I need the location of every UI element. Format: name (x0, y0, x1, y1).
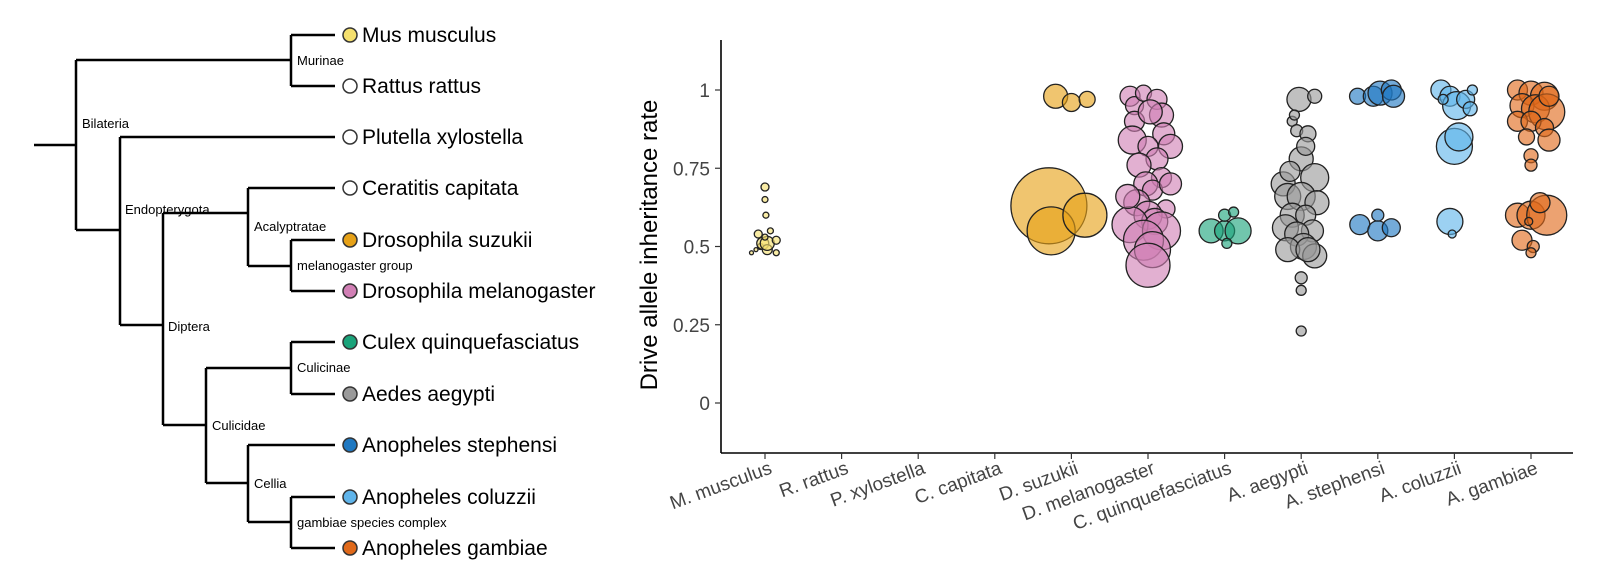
data-point (1227, 206, 1240, 218)
y-axis-ticks: 0 0.25 0.5 0.75 1 (673, 81, 721, 415)
data-point (771, 235, 781, 245)
data-point (1295, 325, 1307, 337)
data-point (1349, 213, 1371, 236)
clade-label-melanogaster-group: melanogaster group (297, 258, 413, 273)
data-point (1224, 217, 1252, 245)
species-dot-mus-musculus (342, 27, 358, 43)
species-dot-anopheles-coluzzii (342, 489, 358, 505)
clade-label-murinae: Murinae (297, 53, 344, 68)
species-dot-anopheles-gambiae (342, 540, 358, 556)
data-point (761, 233, 769, 241)
species-label-culex-quinquefasciatus: Culex quinquefasciatus (362, 331, 579, 354)
data-point (1221, 237, 1233, 250)
data-point (1286, 86, 1312, 113)
data-point (753, 246, 759, 253)
data-point (1115, 183, 1141, 210)
clade-label-culicidae: Culicidae (212, 418, 265, 433)
data-point (1447, 229, 1457, 239)
data-point (1307, 88, 1323, 104)
data-point (1524, 216, 1534, 227)
clade-label-endopterygota: Endopterygota (125, 202, 210, 217)
species-dot-drosophila-suzukii (342, 232, 358, 248)
data-point (753, 229, 763, 239)
species-label-rattus-rattus: Rattus rattus (362, 75, 481, 98)
species-dot-plutella-xylostella (342, 129, 358, 145)
species-dot-rattus-rattus (342, 78, 358, 94)
species-label-ceratitis-capitata: Ceratitis capitata (362, 177, 519, 200)
data-point (772, 249, 780, 257)
species-label-aedes-aegypti: Aedes aegypti (362, 383, 495, 406)
x-tick-label: M. musculus (667, 458, 774, 514)
y-tick-label: 0 (699, 394, 710, 415)
clade-label-bilateria: Bilateria (82, 116, 130, 131)
species-label-anopheles-stephensi: Anopheles stephensi (362, 434, 557, 457)
data-point (1538, 85, 1560, 107)
data-point (748, 250, 755, 256)
data-point (761, 195, 769, 204)
species-dot-culex-quinquefasciatus (342, 334, 358, 350)
data-point (1137, 99, 1163, 125)
y-tick-label: 1 (699, 81, 710, 102)
clade-label-cellia: Cellia (254, 476, 287, 491)
data-point (1381, 218, 1401, 238)
data-point (1537, 128, 1561, 152)
data-point (1524, 158, 1538, 172)
data-point (1158, 172, 1183, 196)
data-point (1381, 84, 1406, 108)
data-point (1525, 247, 1537, 259)
data-point (1371, 208, 1385, 222)
data-point (1061, 92, 1082, 113)
clade-label-culicinae: Culicinae (297, 360, 350, 375)
y-tick-label: 0.25 (673, 316, 710, 337)
species-dot-drosophila-melanogaster (342, 283, 358, 299)
data-point (1437, 93, 1449, 106)
phylogenetic-tree: Bilateria Murinae Endopterygota Diptera … (34, 24, 595, 560)
data-point (1078, 90, 1096, 109)
species-label-anopheles-gambiae: Anopheles gambiae (362, 537, 548, 560)
data-point (1125, 242, 1171, 288)
species-dot-aedes-aegypti (342, 386, 358, 402)
species-label-anopheles-coluzzii: Anopheles coluzzii (362, 486, 536, 509)
data-point (762, 211, 770, 219)
data-point (1062, 192, 1108, 238)
data-point (1529, 192, 1551, 214)
data-point (760, 182, 770, 192)
y-axis-label: Drive allele inheritance rate (636, 100, 663, 391)
species-dot-ceratitis-capitata (342, 180, 358, 196)
data-point (766, 227, 775, 235)
data-point (1517, 128, 1536, 146)
species-dot-anopheles-stephensi (342, 437, 358, 453)
data-point (1295, 236, 1321, 263)
y-tick-label: 0.75 (673, 159, 710, 180)
data-point (1462, 101, 1478, 117)
data-point (1294, 271, 1308, 285)
data-point (1444, 122, 1474, 152)
clade-label-diptera: Diptera (168, 319, 211, 334)
species-label-drosophila-melanogaster: Drosophila melanogaster (362, 280, 595, 303)
species-label-mus-musculus: Mus musculus (362, 24, 496, 47)
clade-label-acalyptratae: Acalyptratae (254, 219, 326, 234)
data-point (1279, 160, 1301, 183)
species-label-drosophila-suzukii: Drosophila suzukii (362, 229, 532, 252)
y-tick-label: 0.5 (684, 238, 710, 259)
data-point (1295, 284, 1307, 296)
data-point (1466, 84, 1479, 96)
species-label-plutella-xylostella: Plutella xylostella (362, 126, 523, 149)
data-point (1296, 136, 1316, 156)
inheritance-rate-chart: Drive allele inheritance rate 0 0.25 0.5 0.… (636, 40, 1573, 535)
x-tick-label: C. capitata (912, 458, 1005, 509)
data-point (1288, 109, 1301, 121)
clade-label-gambiae-species-complex: gambiae species complex (297, 515, 447, 530)
data-points (748, 79, 1568, 337)
